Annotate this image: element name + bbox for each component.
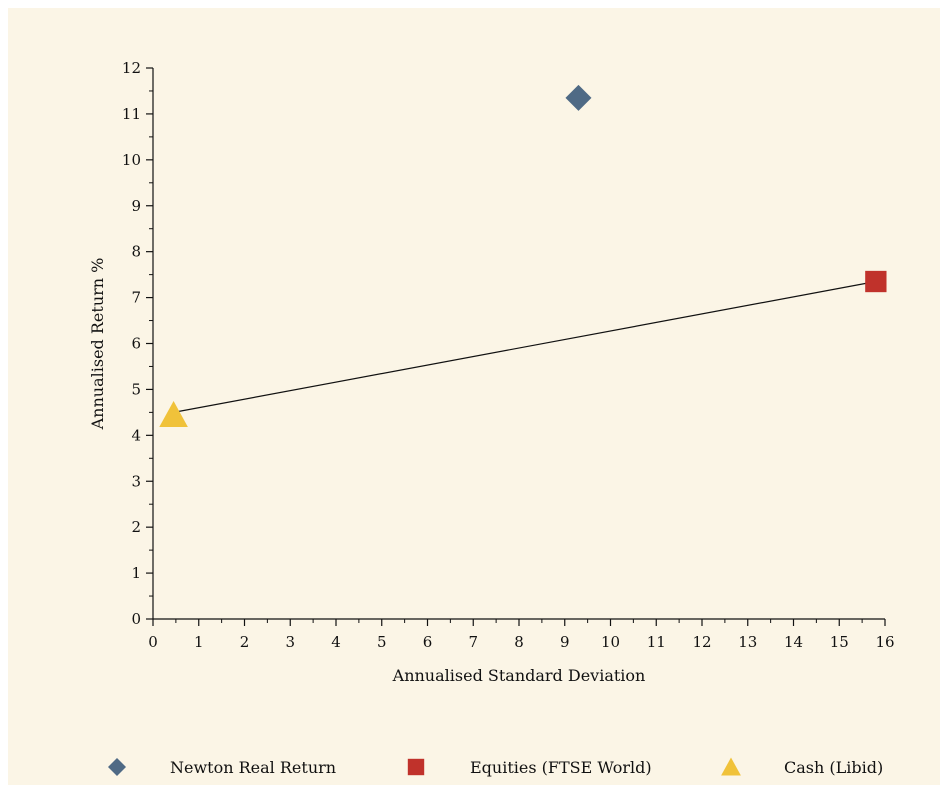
- x-tick-label: 11: [647, 633, 666, 651]
- square-data-point: [865, 270, 887, 293]
- legend-label: Cash (Libid): [784, 758, 883, 777]
- x-tick-label: 13: [738, 633, 757, 651]
- legend-square-icon: [407, 758, 425, 776]
- x-tick-label: 8: [514, 633, 524, 651]
- y-tick-label: 8: [131, 243, 141, 261]
- connector-lines: [173, 280, 876, 413]
- x-tick-label: 15: [830, 633, 849, 651]
- y-tick-label: 7: [131, 289, 141, 307]
- x-axis-label: Annualised Standard Deviation: [392, 666, 646, 685]
- y-tick-label: 4: [131, 426, 141, 444]
- y-tick-label: 11: [122, 105, 141, 123]
- x-tick-label: 0: [148, 633, 158, 651]
- y-tick-label: 0: [131, 610, 141, 628]
- legend: Newton Real Return Equities (FTSE World) C…: [108, 757, 883, 777]
- y-axis-label: Annualised Return %: [88, 258, 107, 431]
- x-tick-label: 6: [423, 633, 433, 651]
- data-points: [159, 84, 887, 428]
- triangle-data-point: [159, 401, 188, 428]
- y-tick-label: 1: [131, 564, 141, 582]
- axes: [152, 68, 885, 620]
- x-tick-label: 10: [601, 633, 620, 651]
- legend-label: Equities (FTSE World): [470, 758, 652, 777]
- x-tick-label: 3: [285, 633, 295, 651]
- x-tick-label: 5: [377, 633, 387, 651]
- y-tick-label: 10: [122, 151, 141, 169]
- legend-label: Newton Real Return: [170, 758, 336, 777]
- x-tick-label: 9: [560, 633, 570, 651]
- connector-line: [173, 280, 876, 413]
- diamond-data-point: [565, 84, 592, 111]
- x-tick-label: 4: [331, 633, 341, 651]
- x-tick-label: 14: [784, 633, 803, 651]
- chart-panel: [8, 8, 940, 785]
- legend-diamond-icon: [108, 758, 126, 776]
- y-tick-label: 12: [122, 59, 141, 77]
- y-tick-label: 9: [131, 197, 141, 215]
- y-tick-label: 6: [131, 335, 141, 353]
- y-tick-label: 3: [131, 472, 141, 490]
- x-tick-label: 1: [194, 633, 204, 651]
- y-tick-label: 5: [131, 380, 141, 398]
- x-tick-label: 7: [468, 633, 478, 651]
- x-tick-label: 2: [240, 633, 250, 651]
- y-tick-label: 2: [131, 518, 141, 536]
- legend-triangle-icon: [721, 757, 741, 776]
- x-tick-label: 12: [692, 633, 711, 651]
- x-tick-label: 16: [875, 633, 894, 651]
